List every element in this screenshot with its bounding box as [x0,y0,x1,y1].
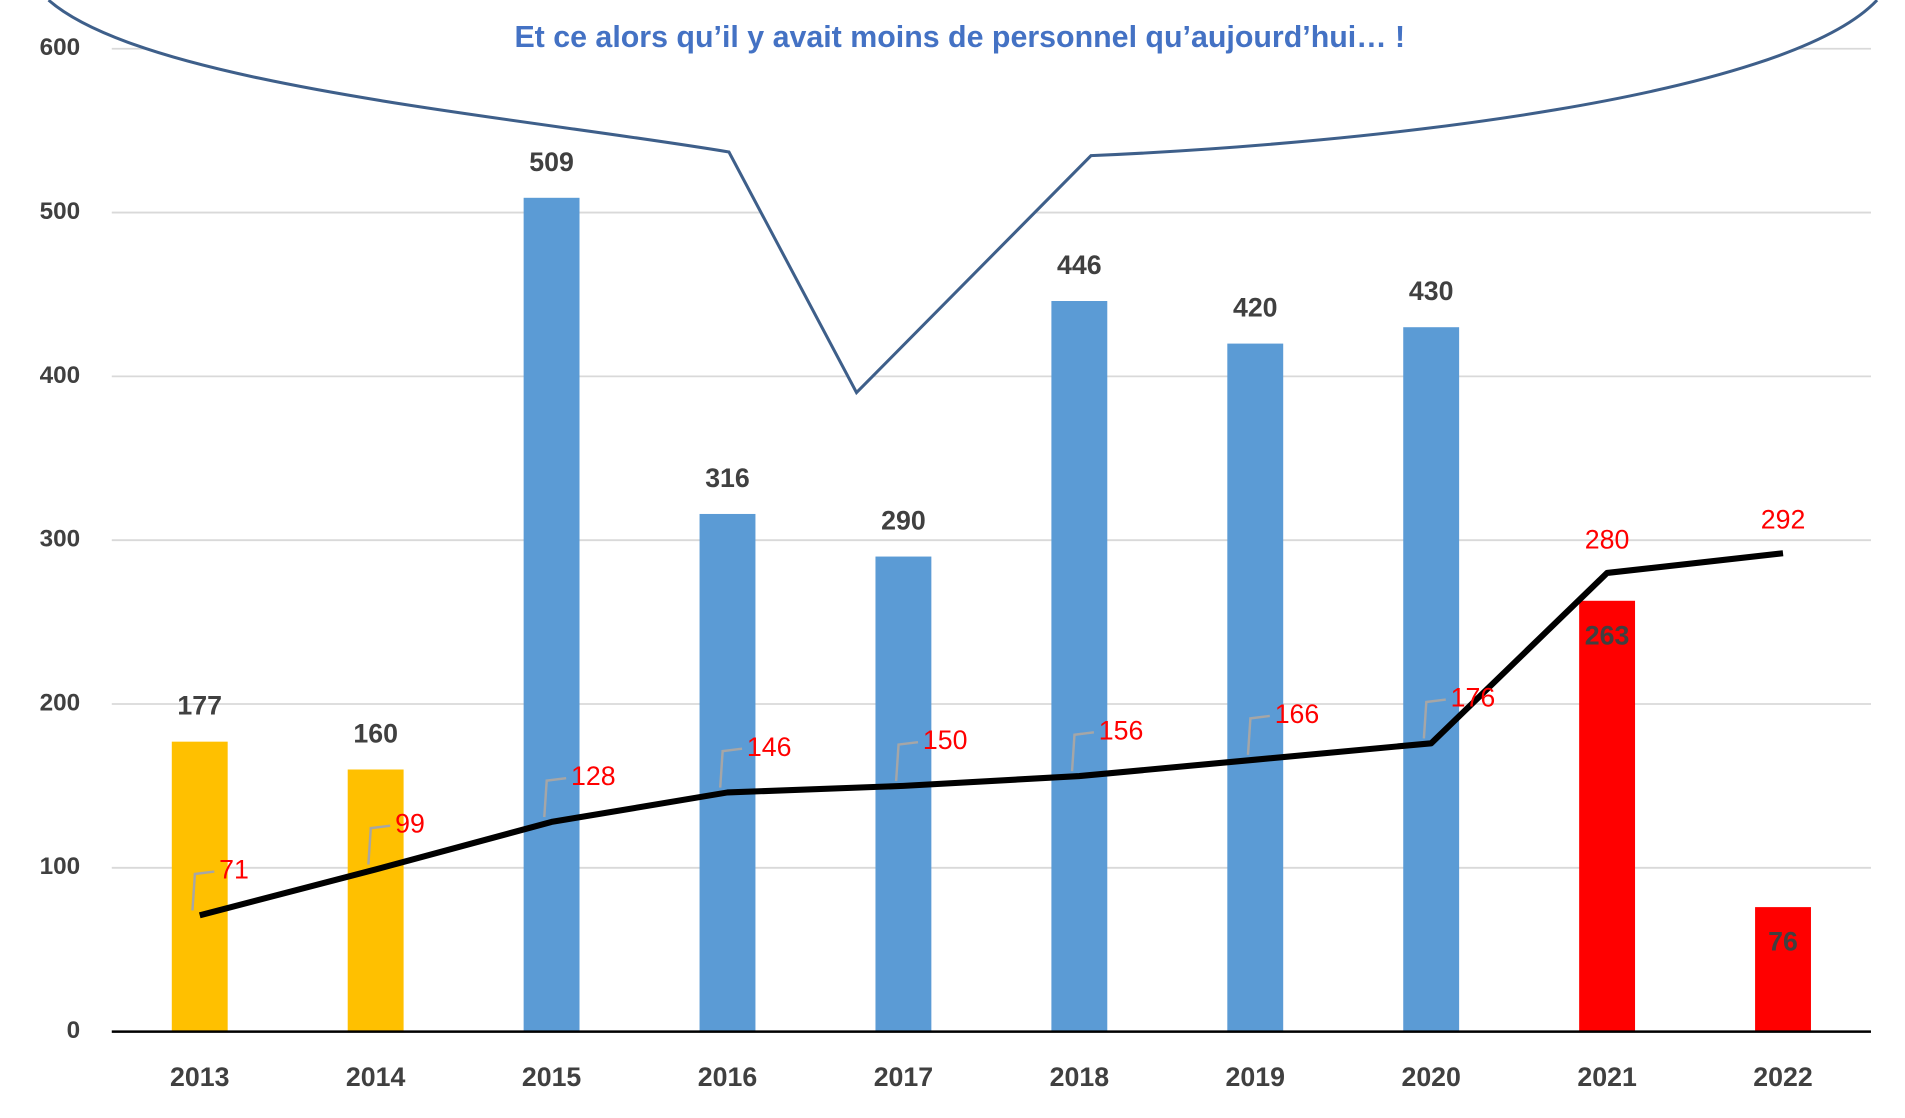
x-tick-label: 2022 [1753,1062,1812,1092]
bar [1227,343,1284,1032]
bar [1051,301,1108,1032]
x-tick-label: 2017 [874,1062,933,1092]
x-tick-label: 2014 [346,1062,406,1092]
bar [875,556,932,1032]
x-tick-label: 2020 [1401,1062,1460,1092]
y-tick-label: 400 [40,362,81,389]
x-tick-label: 2013 [170,1062,229,1092]
line [198,550,1784,919]
x-tick-label: 2016 [698,1062,757,1092]
bar [347,769,404,1032]
line-value-label: 99 [395,809,425,839]
bar-value-label: 290 [881,506,926,536]
bar [523,197,580,1032]
bar [1403,327,1460,1032]
leader-line [367,824,391,865]
bar [1579,600,1636,1032]
line-value-label: 166 [1275,699,1320,729]
bar-value-label: 420 [1233,293,1278,323]
bar-value-label: 76 [1768,927,1798,957]
leader-line [718,747,743,788]
line-value-label: 150 [923,725,968,755]
x-tick-label: 2015 [522,1062,582,1092]
bar-value-label: 316 [705,463,750,493]
bar-value-label: 509 [529,147,574,177]
leader-line [1246,714,1270,755]
bar-value-label: 177 [177,691,222,721]
leader-line [1422,698,1446,739]
callout-text: Et ce alors qu’il y avait moins de perso… [514,21,1405,54]
leader-line [1070,731,1095,772]
bar [171,741,228,1032]
y-tick-label: 600 [40,34,81,61]
y-tick-label: 300 [40,526,81,553]
y-tick-label: 0 [67,1017,81,1044]
bar-value-label: 160 [353,719,398,749]
line-value-label: 292 [1761,505,1806,535]
y-tick-label: 100 [40,853,81,880]
bar-value-label: 263 [1585,620,1630,650]
y-tick-label: 200 [40,689,81,716]
line-value-label: 176 [1451,683,1496,713]
x-tick-label: 2021 [1577,1062,1637,1092]
bar [699,513,756,1032]
leader-line [543,776,567,818]
line-value-label: 146 [747,732,792,762]
line-value-label: 280 [1585,524,1630,554]
bar [1755,907,1811,1032]
speech-bubble [47,0,1879,396]
bar-value-label: 430 [1409,276,1454,306]
x-tick-label: 2018 [1050,1062,1110,1092]
line-value-label: 71 [219,855,249,885]
leader-line [191,870,215,911]
y-tick-label: 500 [40,198,81,225]
bar-value-label: 446 [1057,250,1102,280]
line-value-label: 128 [571,761,616,791]
line-value-label: 156 [1099,715,1144,745]
x-tick-label: 2019 [1226,1062,1285,1092]
leader-line [894,740,919,782]
